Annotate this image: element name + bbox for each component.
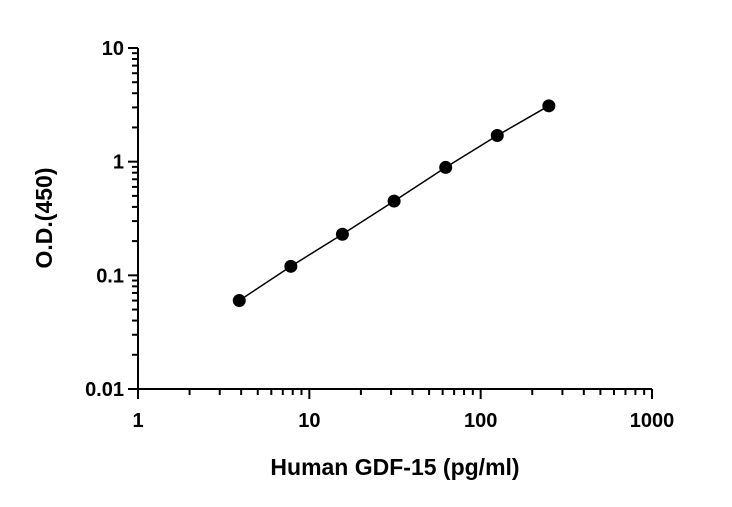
data-point: [284, 259, 298, 273]
y-axis: 0.01 0.1 1 10: [85, 38, 139, 401]
data-points: [232, 99, 556, 308]
data-point: [335, 227, 349, 241]
y-tick-label: 0.01: [85, 379, 124, 401]
data-point: [490, 128, 504, 142]
data-point: [232, 294, 246, 308]
x-tick-label: 100: [464, 410, 497, 432]
x-tick-label: 1000: [630, 410, 675, 432]
data-point: [387, 194, 401, 208]
data-point: [439, 160, 453, 174]
x-axis-title: Human GDF-15 (pg/ml): [270, 454, 519, 480]
y-axis-title: O.D.(450): [31, 168, 57, 269]
x-tick-label: 1: [132, 410, 143, 432]
data-point: [542, 99, 556, 113]
y-tick-label: 0.1: [96, 265, 124, 287]
y-tick-label: 1: [113, 152, 124, 174]
y-tick-label: 10: [102, 38, 124, 60]
x-tick-label: 10: [298, 410, 320, 432]
x-axis: 1 10 100 1000: [132, 388, 675, 432]
